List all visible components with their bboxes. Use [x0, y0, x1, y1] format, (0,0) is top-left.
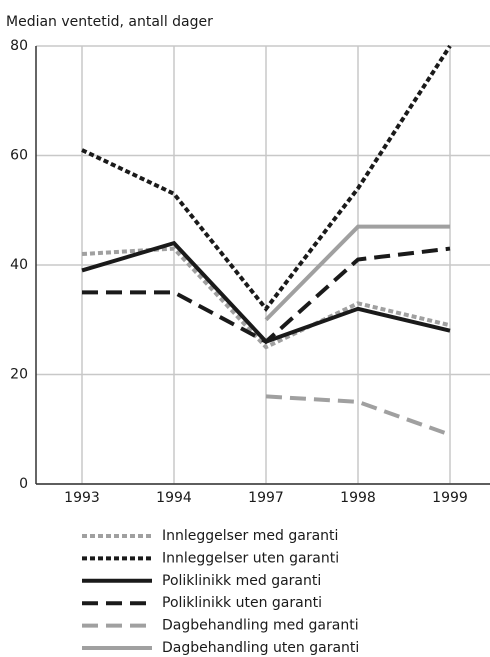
- y-tick-label: 60: [10, 148, 28, 164]
- x-tick-label: 1997: [248, 490, 284, 506]
- legend-label: Innleggelser uten garanti: [162, 550, 339, 566]
- legend-label: Dagbehandling uten garanti: [162, 640, 359, 656]
- x-tick-label: 1994: [156, 490, 192, 506]
- legend-label: Innleggelser med garanti: [162, 528, 338, 544]
- series-line: [264, 224, 450, 322]
- series-line: [265, 394, 451, 437]
- series-line: [81, 44, 452, 313]
- legend-label: Dagbehandling med garanti: [162, 618, 359, 634]
- legend-label: Poliklinikk med garanti: [162, 573, 321, 589]
- series-line: [81, 246, 451, 350]
- y-tick-label: 80: [10, 38, 28, 54]
- series-line: [82, 246, 451, 345]
- y-tick-label: 20: [10, 367, 28, 383]
- legend-label: Poliklinikk uten garanti: [162, 595, 322, 611]
- y-tick-label: 40: [10, 257, 28, 273]
- chart-title: Median ventetid, antall dager: [6, 14, 213, 30]
- y-tick-label: 0: [19, 476, 28, 492]
- x-tick-label: 1993: [64, 490, 100, 506]
- x-tick-label: 1998: [340, 490, 376, 506]
- x-tick-label: 1999: [432, 490, 468, 506]
